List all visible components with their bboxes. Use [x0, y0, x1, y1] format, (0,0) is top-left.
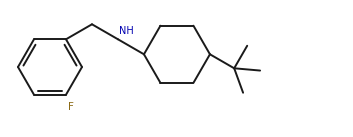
Text: NH: NH	[119, 26, 134, 36]
Text: F: F	[68, 102, 74, 112]
